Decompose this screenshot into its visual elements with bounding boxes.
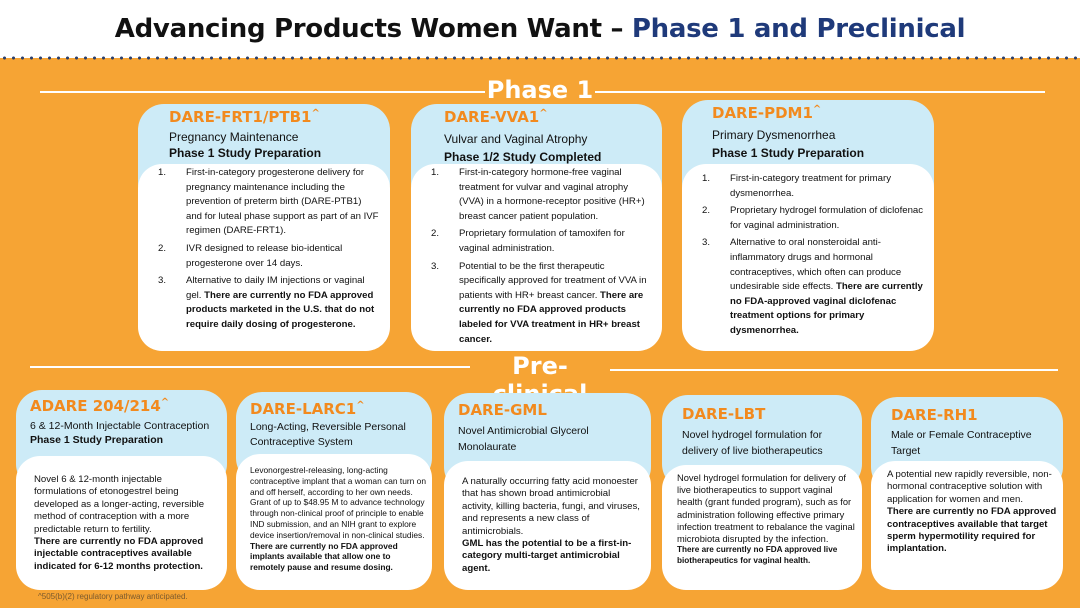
list-item: 1. First-in-category treatment for primar… xyxy=(702,173,891,199)
phase1-heading: Phase 1 xyxy=(486,76,594,104)
card-body xyxy=(16,456,227,590)
product-status: Phase 1 Study Preparation xyxy=(169,146,322,160)
list-item: 2. Proprietary hydrogel formulation of di… xyxy=(702,205,924,231)
product-name: DARE-FRT1/PTB1^ xyxy=(169,108,320,126)
footnote: ^505(b)(2) regulatory pathway anticipate… xyxy=(38,592,188,601)
phase1-line-left xyxy=(40,91,485,93)
product-indication: Vulvar and Vaginal Atrophy xyxy=(444,132,588,146)
card-body xyxy=(411,164,662,351)
feature-list: 1. First-in-category progesterone deliver… xyxy=(158,166,380,336)
product-description: Novel 6 & 12-month injectable formulatio… xyxy=(34,474,205,572)
list-item: 2. Proprietary formulation of tamoxifen f… xyxy=(431,228,625,254)
card-dare-vva1: DARE-VVA1^ Vulvar and Vaginal Atrophy Ph… xyxy=(411,104,662,351)
product-description: Levonorgestrel-releasing, long-acting co… xyxy=(250,465,426,573)
title-bar: Advancing Products Women Want – Phase 1 … xyxy=(0,0,1080,58)
list-item: 1. First-in-category progesterone deliver… xyxy=(158,167,379,237)
card-dare-rh1: DARE-RH1 Male or Female Contraceptive Ta… xyxy=(871,397,1063,590)
card-body xyxy=(662,465,862,590)
card-dare-lbt: DARE-LBT Novel hydrogel formulation for … xyxy=(662,395,862,590)
list-item: 3. Alternative to daily IM injections or … xyxy=(158,275,375,330)
product-indication: Male or Female Contraceptive Target xyxy=(891,429,1032,457)
product-name: DARE-VVA1^ xyxy=(444,108,548,126)
product-status: Phase 1 Study Preparation xyxy=(30,434,164,446)
card-body xyxy=(138,164,390,351)
preclinical-line-right xyxy=(610,369,1058,371)
product-status: Phase 1 Study Preparation xyxy=(712,146,865,160)
card-dare-pdm1: DARE-PDM1^ Primary Dysmenorrhea Phase 1 … xyxy=(682,100,934,351)
product-indication: Novel Antimicrobial Glycerol Monolaurate xyxy=(458,425,589,453)
card-dare-gml: DARE-GML Novel Antimicrobial Glycerol Mo… xyxy=(444,393,651,590)
card-body xyxy=(682,164,934,351)
dotted-divider xyxy=(0,56,1080,60)
product-indication: 6 & 12-Month Injectable Contraception xyxy=(30,420,210,432)
phase1-line-right xyxy=(595,91,1045,93)
card-body xyxy=(236,454,432,590)
product-description: A naturally occurring fatty acid monoest… xyxy=(462,476,640,574)
card-dare-frt1: DARE-FRT1/PTB1^ Pregnancy Maintenance Ph… xyxy=(138,104,390,351)
product-name: DARE-GML xyxy=(458,401,547,419)
product-indication: Pregnancy Maintenance xyxy=(169,130,299,144)
card-dare-larc1: DARE-LARC1^ Long-Acting, Reversible Pers… xyxy=(236,392,432,590)
product-status: Phase 1/2 Study Completed xyxy=(444,150,602,164)
card-body xyxy=(871,461,1063,590)
product-description: A potential new rapidly reversible, non-… xyxy=(887,469,1057,555)
product-indication: Novel hydrogel formulation for delivery … xyxy=(682,429,823,457)
title-accent: Phase 1 and Preclinical xyxy=(631,14,966,44)
list-item: 3. Alternative to oral nonsteroidal anti-… xyxy=(702,237,923,336)
feature-list: 1. First-in-category treatment for primar… xyxy=(702,172,928,342)
card-body xyxy=(444,461,651,590)
product-description: Novel hydrogel formulation for delivery … xyxy=(677,473,855,565)
product-name: DARE-LBT xyxy=(682,405,766,423)
card-adare-204: ADARE 204/214^ 6 & 12-Month Injectable C… xyxy=(16,390,227,590)
product-indication: Primary Dysmenorrhea xyxy=(712,128,836,142)
title-main: Advancing Products Women Want – xyxy=(114,14,632,44)
page-title: Advancing Products Women Want – Phase 1 … xyxy=(0,0,1080,58)
list-item: 1. First-in-category hormone-free vaginal… xyxy=(431,167,645,222)
list-item: 3. Potential to be the first therapeutic … xyxy=(431,260,647,345)
feature-list: 1. First-in-category hormone-free vaginal… xyxy=(431,166,653,350)
product-name: ADARE 204/214^ xyxy=(30,397,170,415)
product-indication: Long-Acting, Reversible Personal Contrac… xyxy=(250,421,406,448)
product-name: DARE-PDM1^ xyxy=(712,104,822,122)
preclinical-line-left xyxy=(30,366,470,368)
product-name: DARE-RH1 xyxy=(891,406,978,424)
product-name: DARE-LARC1^ xyxy=(250,400,365,418)
list-item: 2. IVR designed to release bio-identical … xyxy=(158,242,343,269)
